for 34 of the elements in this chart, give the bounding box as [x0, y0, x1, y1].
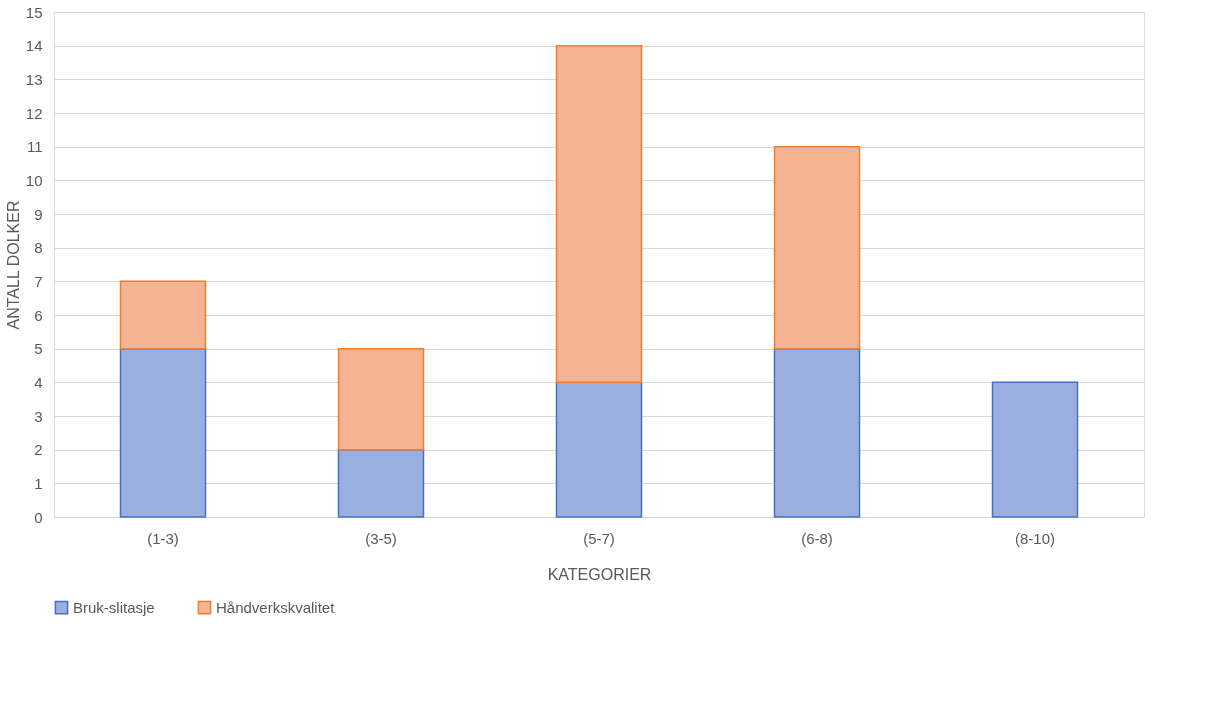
y-tick-label: 2 — [34, 441, 43, 459]
bar — [555, 381, 643, 518]
y-tick-label: 14 — [25, 37, 43, 55]
y-axis-title: ANTALL DOLKER — [4, 200, 22, 330]
y-tick-label: 10 — [25, 171, 43, 189]
y-tick-label: 0 — [34, 508, 43, 526]
x-tick-label: (1-3) — [147, 529, 179, 547]
y-tick-label: 3 — [34, 407, 43, 425]
y-tick-label: 5 — [34, 340, 43, 358]
y-tick-label: 8 — [34, 239, 43, 257]
x-tick-label: (5-7) — [583, 529, 615, 547]
y-tick-label: 15 — [25, 3, 43, 21]
x-tick-label: (6-8) — [801, 529, 833, 547]
bar — [991, 381, 1079, 518]
y-tick-label: 7 — [34, 272, 43, 290]
y-tick-label: 6 — [34, 306, 43, 324]
bar — [773, 347, 861, 518]
y-tick-label: 1 — [34, 474, 43, 492]
y-tick-label: 13 — [25, 70, 43, 88]
x-tick-label: (3-5) — [365, 529, 397, 547]
legend-label: Bruk-slitasje — [73, 598, 155, 616]
x-axis-title: KATEGORIER — [547, 565, 652, 583]
bar — [555, 44, 643, 384]
y-tick-label: 4 — [34, 373, 43, 391]
bar — [119, 280, 207, 350]
bar — [119, 347, 207, 518]
bar — [773, 145, 861, 350]
x-tick-label: (8-10) — [1014, 529, 1056, 547]
bar — [337, 347, 425, 451]
bar — [337, 448, 425, 518]
y-tick-label: 12 — [25, 104, 43, 122]
legend-label: Håndverkskvalitet — [216, 598, 336, 616]
y-tick-label: 9 — [34, 205, 43, 223]
y-tick-label: 11 — [26, 138, 43, 156]
